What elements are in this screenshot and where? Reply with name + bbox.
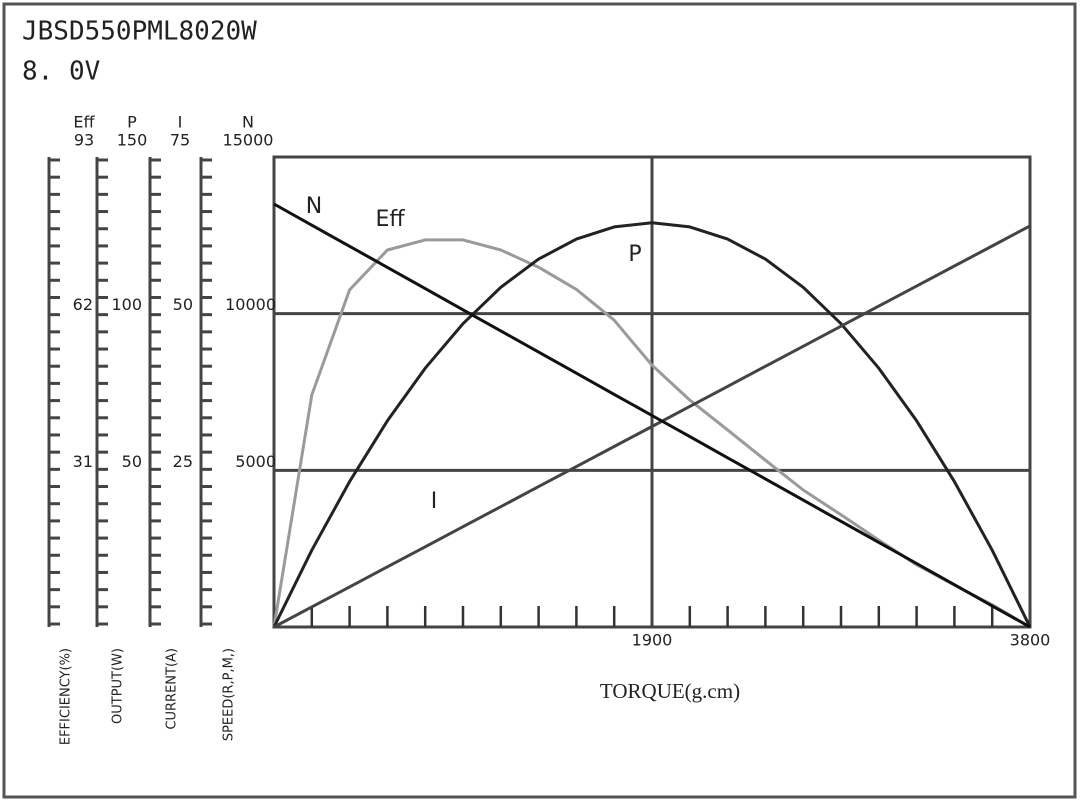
y-tick-label: 75 xyxy=(170,131,190,150)
curve-label: P xyxy=(628,242,641,267)
y-tick-label: 31 xyxy=(73,452,93,471)
curve-label: I xyxy=(431,489,438,514)
y-tick-label: 62 xyxy=(73,295,93,314)
y-tick-label: 5000 xyxy=(235,452,276,471)
axis-title: CURRENT(A) xyxy=(165,648,180,730)
axis-name: P xyxy=(127,113,137,132)
curve xyxy=(272,221,1032,628)
curve-label: N xyxy=(306,194,322,219)
x-tick-label: 3800 xyxy=(1010,631,1051,650)
chart-title: JBSD550PML8020W xyxy=(22,17,257,47)
axis-title: OUTPUT(W) xyxy=(111,648,126,724)
axis-name: Eff xyxy=(73,113,95,132)
y-tick-label: 15000 xyxy=(223,131,274,150)
x-tick-label: 1900 xyxy=(632,631,673,650)
curve-label: Eff xyxy=(375,207,405,232)
y-tick-label: 25 xyxy=(173,452,193,471)
y-tick-label: 93 xyxy=(74,131,94,150)
axis-name: N xyxy=(242,113,254,132)
axis-name: I xyxy=(178,113,183,132)
x-axis-title: TORQUE(g.cm) xyxy=(600,679,740,703)
curve xyxy=(273,224,1031,629)
axis-title: SPEED(R,P,M,) xyxy=(222,648,237,741)
y-tick-label: 50 xyxy=(122,452,142,471)
axis-title: EFFICIENCY(%) xyxy=(59,648,74,745)
y-tick-label: 150 xyxy=(117,131,148,150)
y-tick-label: 100 xyxy=(111,295,142,314)
y-tick-label: 10000 xyxy=(225,295,276,314)
curve xyxy=(273,202,1031,629)
chart-subtitle: 8. 0V xyxy=(22,57,100,87)
y-tick-label: 50 xyxy=(173,295,193,314)
